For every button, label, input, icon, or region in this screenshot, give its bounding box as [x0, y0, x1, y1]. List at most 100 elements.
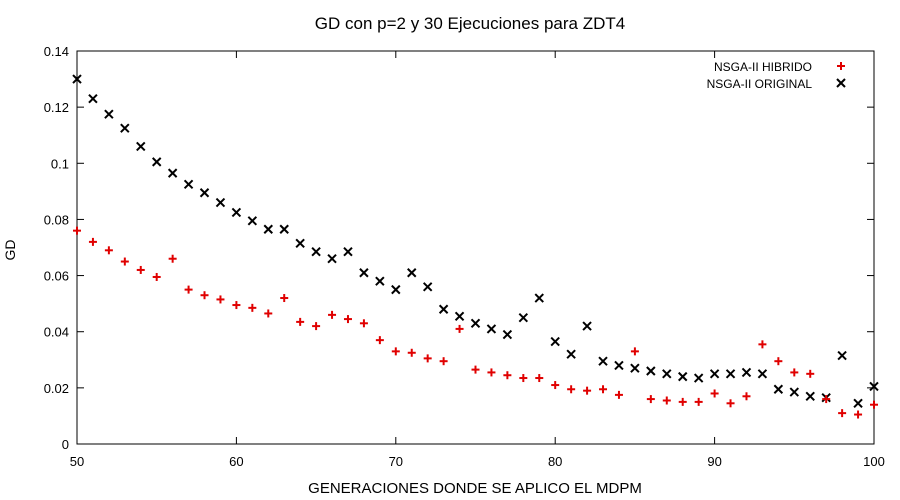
original-point — [486, 324, 497, 334]
original-point — [550, 336, 560, 347]
original-point — [773, 384, 784, 394]
original-point — [837, 350, 847, 361]
hibrido-point — [519, 374, 528, 383]
original-point — [422, 282, 433, 292]
original-point — [534, 293, 544, 303]
original-point — [582, 321, 592, 331]
x-axis-label: GENERACIONES DONDE SE APLICO EL MDPM — [308, 480, 642, 497]
legend-label: NSGA-II HIBRIDO — [714, 60, 812, 74]
hibrido-point — [694, 397, 703, 406]
hibrido-point — [742, 392, 751, 401]
y-tick-label: 0.14 — [44, 44, 69, 59]
original-point — [678, 371, 688, 382]
original-point — [709, 369, 720, 379]
y-tick-label: 0.06 — [44, 269, 69, 284]
hibrido-point — [391, 347, 400, 356]
hibrido-point — [73, 226, 81, 235]
hibrido-point — [407, 348, 416, 357]
hibrido-point — [822, 395, 831, 404]
original-point — [693, 373, 704, 383]
legend-label: NSGA-II ORIGINAL — [707, 77, 813, 91]
hibrido-point — [328, 310, 337, 319]
hibrido-point — [838, 409, 847, 418]
hibrido-point — [152, 272, 161, 281]
hibrido-point — [806, 369, 815, 378]
hibrido-point — [774, 357, 783, 366]
original-point — [662, 369, 672, 379]
hibrido-point — [375, 336, 384, 345]
hibrido-point — [854, 410, 863, 419]
original-point — [805, 391, 815, 401]
hibrido-point — [662, 396, 671, 405]
original-point — [454, 311, 465, 321]
original-point — [183, 179, 194, 190]
original-point — [407, 268, 417, 278]
original-point — [502, 329, 513, 340]
hibrido-point — [312, 322, 321, 331]
hibrido-point — [136, 265, 145, 274]
hibrido-point — [168, 254, 177, 263]
original-point — [630, 363, 640, 373]
hibrido-point — [678, 397, 687, 406]
original-point — [598, 356, 608, 366]
x-tick-label: 70 — [389, 454, 403, 469]
hibrido-point — [758, 340, 767, 349]
original-point — [120, 123, 130, 133]
x-tick-label: 60 — [229, 454, 243, 469]
y-tick-label: 0.08 — [44, 212, 69, 227]
y-tick-label: 0.1 — [51, 156, 69, 171]
x-tick-label: 90 — [707, 454, 721, 469]
hibrido-point — [200, 291, 209, 300]
plot-frame — [76, 50, 875, 445]
original-point — [231, 207, 242, 218]
original-point — [167, 168, 178, 178]
original-point — [359, 268, 369, 278]
hibrido-point — [248, 303, 257, 312]
hibrido-point — [599, 385, 608, 394]
hibrido-point — [359, 319, 368, 328]
original-point — [343, 247, 353, 257]
data-points — [72, 74, 879, 419]
hibrido-point — [455, 324, 464, 333]
original-point — [391, 284, 401, 295]
y-tick-label: 0.12 — [44, 100, 69, 115]
original-point — [311, 247, 321, 257]
hibrido-point — [614, 390, 623, 399]
hibrido-point — [567, 385, 576, 394]
hibrido-point — [646, 395, 655, 404]
original-point — [72, 74, 82, 84]
original-point — [136, 141, 146, 152]
original-point — [869, 381, 879, 392]
hibrido-point — [503, 371, 512, 380]
original-point — [470, 318, 481, 328]
hibrido-point — [280, 294, 289, 303]
original-point — [104, 109, 114, 119]
y-axis-label: GD — [2, 240, 18, 261]
y-axis-ticks: 0 0.02 0.04 0.06 0.08 0.1 0.12 0.14 — [44, 44, 874, 452]
x-tick-label: 50 — [70, 454, 84, 469]
original-point — [741, 367, 752, 378]
hibrido-point — [343, 315, 352, 324]
hibrido-point — [232, 301, 241, 310]
original-point — [789, 387, 800, 397]
y-tick-label: 0.02 — [44, 381, 69, 396]
legend-marker — [837, 62, 845, 70]
hibrido-point — [710, 389, 719, 398]
y-tick-label: 0.04 — [44, 325, 69, 340]
original-point — [263, 224, 273, 234]
hibrido-point — [88, 237, 97, 246]
hibrido-point — [790, 368, 799, 377]
hibrido-point — [487, 368, 496, 377]
hibrido-point — [535, 374, 544, 383]
hibrido-point — [551, 381, 560, 390]
original-point — [518, 312, 529, 323]
original-point — [757, 369, 768, 379]
x-axis-ticks: 50 60 70 80 90 100 — [70, 51, 885, 469]
y-tick-label: 0 — [62, 437, 69, 452]
original-point — [725, 369, 736, 379]
original-point — [438, 304, 449, 314]
legend: NSGA-II HIBRIDO NSGA-II ORIGINAL — [707, 60, 846, 91]
original-point — [247, 216, 258, 226]
original-point — [375, 276, 385, 286]
hibrido-point — [439, 357, 448, 366]
